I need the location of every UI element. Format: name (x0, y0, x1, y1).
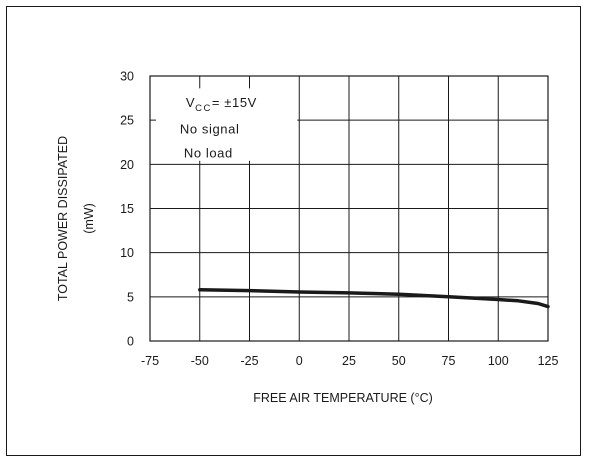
y-axis-unit-label: (mW) (82, 203, 96, 234)
y-tick-labels: 0 5 10 15 20 25 30 (120, 70, 134, 349)
plot-border (149, 75, 549, 342)
x-tick-label: 75 (442, 354, 456, 368)
y-tick-label: 10 (120, 246, 134, 260)
annotation-background (155, 88, 298, 161)
x-tick-label: -50 (191, 354, 209, 368)
y-tick-label: 30 (120, 70, 134, 84)
x-tick-label: 125 (538, 354, 559, 368)
x-tick-label: 25 (342, 354, 356, 368)
annotation-equals: = (212, 95, 224, 110)
annotation-box: VCC= ±15V No signal No load (155, 88, 298, 161)
y-axis-label: TOTAL POWER DISSIPATED (56, 136, 70, 301)
y-tick-label: 15 (120, 202, 134, 216)
x-tick-labels: -75 -50 -25 0 25 50 75 100 125 (141, 354, 559, 368)
x-tick-label: 50 (392, 354, 406, 368)
power-curve (198, 288, 550, 309)
annotation-v: V (186, 95, 195, 110)
y-tick-label: 5 (127, 290, 134, 304)
annotation-no-load: No load (184, 145, 233, 160)
annotation-plus-minus: ± (224, 95, 232, 110)
annotation-no-signal: No signal (180, 121, 240, 136)
annotation-cc-subscript: CC (195, 103, 212, 114)
x-tick-label: -75 (141, 354, 159, 368)
annotation-supply-voltage: VCC= ±15V (186, 95, 257, 114)
figure-frame (6, 6, 581, 456)
y-tick-label: 20 (120, 158, 134, 172)
x-tick-label: 0 (296, 354, 303, 368)
y-tick-label: 0 (127, 335, 134, 349)
x-tick-label: -25 (240, 354, 258, 368)
annotation-voltage-value: 15V (232, 95, 257, 110)
grid-lines (149, 75, 549, 342)
x-tick-label: 100 (488, 354, 509, 368)
y-tick-label: 25 (120, 114, 134, 128)
x-axis-label: FREE AIR TEMPERATURE (°C) (253, 391, 433, 405)
